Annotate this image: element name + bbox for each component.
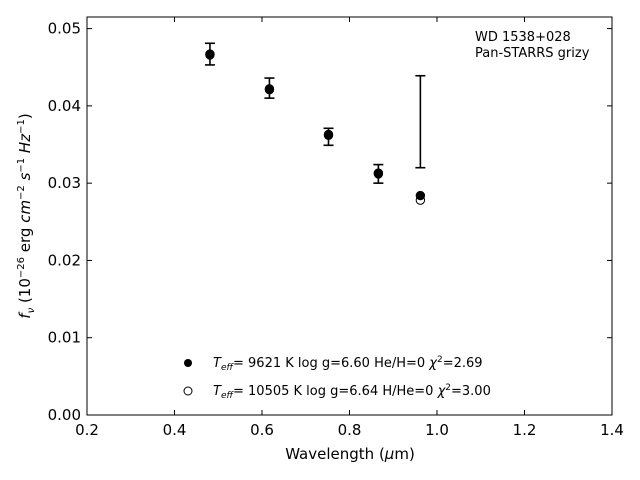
point-model-filled [415, 190, 426, 201]
legend-marker-open [183, 386, 193, 396]
x-tick-label: 0.4 [163, 421, 187, 439]
y-tick-label: 0.02 [48, 251, 81, 269]
x-tick-label: 1.0 [425, 421, 449, 439]
y-axis-label: fν (10−26 erg cm−2 s−1 Hz−1) [16, 113, 37, 318]
point-model-filled [323, 129, 334, 140]
error-bars [204, 42, 426, 184]
x-tick-label: 1.4 [600, 421, 624, 439]
error-bar [415, 74, 426, 169]
legend-entry-2: Teff= 10505 K log g=6.64 H/He=0 χ2=3.00 [213, 383, 491, 401]
y-tick-label: 0.03 [48, 174, 81, 192]
point-model-filled [205, 49, 215, 59]
x-tick-label: 0.6 [250, 421, 274, 439]
y-tick-label: 0.05 [48, 20, 81, 38]
data-points [205, 49, 426, 205]
legend-entry-1: Teff= 9621 K log g=6.60 He/H=0 χ2=2.69 [213, 355, 483, 373]
annotation-object: WD 1538+028 [475, 30, 571, 45]
point-model-filled [264, 84, 275, 94]
axis-ticks: 0.2 0.4 0.6 0.8 1.0 1.2 1.4 0.00 0.01 0.02 0.03 0.0… [48, 17, 624, 439]
x-tick-label: 0.8 [338, 421, 362, 439]
legend-marker-filled [184, 359, 192, 367]
y-tick-label: 0.01 [48, 329, 81, 347]
y-tick-label: 0.00 [48, 406, 81, 424]
x-tick-label: 1.2 [513, 421, 537, 439]
point-model-filled [373, 168, 384, 178]
x-tick-label: 0.2 [75, 421, 99, 439]
y-tick-label: 0.04 [48, 97, 81, 115]
legend: Teff= 9621 K log g=6.60 He/H=0 χ2=2.69 T… [183, 355, 491, 401]
annotation-survey: Pan-STARRS grizy [475, 46, 590, 61]
x-axis-label: Wavelength (μm) [285, 445, 415, 463]
